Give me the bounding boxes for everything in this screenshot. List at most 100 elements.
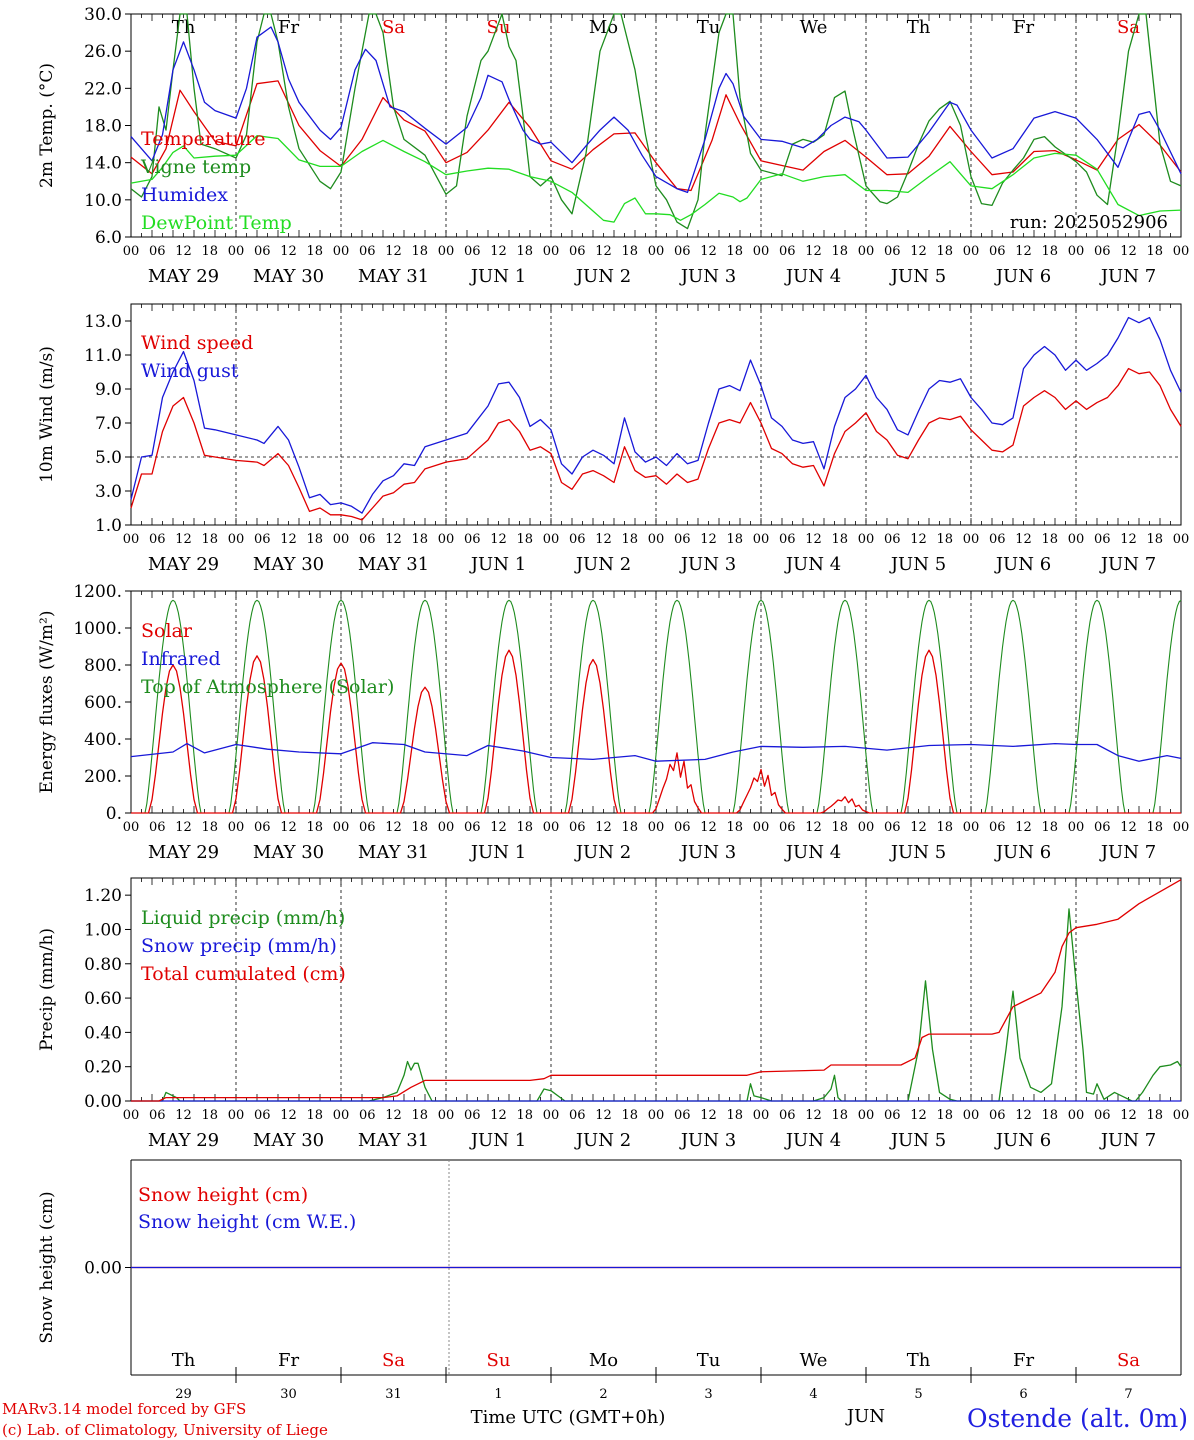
month-label: JUN [845, 1406, 885, 1427]
hour-label: 12 [175, 532, 192, 547]
date-label: JUN 2 [574, 266, 631, 287]
day-name-label: Th [907, 17, 931, 38]
hour-label: 12 [910, 244, 927, 259]
hour-label: 06 [464, 244, 481, 259]
hour-label: 06 [254, 820, 271, 835]
day-name-label: Sa [382, 1350, 405, 1371]
hour-label: 06 [149, 532, 166, 547]
hour-label: 06 [674, 820, 691, 835]
hour-label: 06 [674, 244, 691, 259]
y-tick-label: 0. [106, 804, 122, 824]
day-name-label: Fr [1013, 1350, 1034, 1371]
date-label: JUN 4 [784, 554, 841, 575]
y-tick-label: 1.20 [84, 886, 122, 906]
hour-label: 00 [963, 1108, 980, 1123]
hour-label: 12 [595, 820, 612, 835]
y-tick-label: 6.0 [95, 228, 122, 248]
y-axis-label: Precip (mm/h) [37, 928, 57, 1051]
hour-label: 00 [228, 244, 245, 259]
hour-label: 06 [569, 820, 586, 835]
date-label: JUN 5 [889, 1130, 946, 1151]
hour-label: 00 [858, 532, 875, 547]
day-name-label: Sa [1117, 1350, 1140, 1371]
hour-label: 00 [648, 820, 665, 835]
date-label: JUN 1 [469, 266, 526, 287]
hour-label: 18 [726, 532, 743, 547]
series-line-wind-gust [130, 316, 1182, 514]
y-axis-label: Snow height (cm) [37, 1191, 57, 1343]
hour-label: 12 [595, 1108, 612, 1123]
hour-label: 12 [910, 532, 927, 547]
hour-label: 12 [1120, 820, 1137, 835]
series-line-total-cumulated-cm- [131, 879, 1182, 1102]
hour-label: 06 [674, 1108, 691, 1123]
date-label: JUN 5 [889, 842, 946, 863]
hour-label: 00 [438, 820, 455, 835]
hour-label: 12 [280, 1108, 297, 1123]
legend-entry: Solar [141, 620, 193, 642]
hour-label: 00 [543, 820, 560, 835]
hour-label: 12 [595, 532, 612, 547]
hour-label: 12 [385, 1108, 402, 1123]
series-line-infrared [130, 742, 1182, 762]
hour-label: 00 [1173, 532, 1190, 547]
hour-label: 18 [516, 1108, 533, 1123]
date-label: JUN 6 [994, 554, 1051, 575]
day-number-label: 2 [599, 1387, 607, 1402]
hour-label: 00 [543, 532, 560, 547]
legend-entry: Temperature [141, 128, 265, 150]
y-tick-label: 5.0 [95, 448, 122, 468]
y-tick-label: 3.0 [95, 482, 122, 502]
date-label: JUN 4 [784, 266, 841, 287]
legend-entry: Wind speed [141, 332, 253, 354]
series-line-solar [131, 649, 1181, 814]
hour-label: 18 [621, 1108, 638, 1123]
date-label: JUN 3 [679, 1130, 736, 1151]
y-tick-label: 600. [84, 693, 122, 713]
y-tick-label: 0.00 [84, 1259, 122, 1279]
day-name-label: Fr [278, 17, 299, 38]
hour-label: 06 [1094, 820, 1111, 835]
hour-label: 00 [858, 244, 875, 259]
legend-entry: Vigne temp [140, 156, 251, 178]
hour-label: 00 [753, 244, 770, 259]
hour-label: 06 [779, 820, 796, 835]
hour-label: 00 [123, 244, 140, 259]
hour-label: 00 [963, 820, 980, 835]
day-name-label: Th [172, 17, 196, 38]
hour-label: 06 [1094, 532, 1111, 547]
date-label: JUN 1 [469, 1130, 526, 1151]
hour-label: 00 [123, 532, 140, 547]
hour-label: 06 [779, 244, 796, 259]
day-number-label: 29 [175, 1387, 192, 1402]
hour-label: 00 [123, 820, 140, 835]
hour-label: 12 [910, 1108, 927, 1123]
date-label: MAY 30 [253, 842, 324, 863]
hour-label: 06 [989, 244, 1006, 259]
y-tick-label: 26.0 [84, 42, 122, 62]
date-label: JUN 4 [784, 1130, 841, 1151]
hour-label: 06 [464, 1108, 481, 1123]
date-label: MAY 31 [358, 1130, 429, 1151]
date-label: JUN 3 [679, 266, 736, 287]
date-label: JUN 2 [574, 554, 631, 575]
hour-label: 06 [359, 1108, 376, 1123]
hour-label: 18 [306, 820, 323, 835]
day-name-label: Tu [697, 1350, 721, 1371]
hour-label: 12 [1015, 244, 1032, 259]
y-tick-label: 1.00 [84, 920, 122, 940]
hour-label: 06 [569, 1108, 586, 1123]
date-label: JUN 7 [1099, 842, 1156, 863]
y-tick-label: 18.0 [84, 117, 122, 137]
hour-label: 12 [700, 244, 717, 259]
hour-label: 06 [464, 532, 481, 547]
series-line-humidex [130, 26, 1182, 194]
hour-label: 00 [858, 1108, 875, 1123]
hour-label: 00 [1068, 532, 1085, 547]
credit-line: MARv3.14 model forced by GFS [2, 1400, 246, 1418]
hour-label: 18 [1041, 244, 1058, 259]
hour-label: 12 [910, 820, 927, 835]
hour-label: 12 [1015, 1108, 1032, 1123]
legend-entry: Wind gust [141, 360, 239, 382]
y-tick-label: 1000. [73, 619, 122, 639]
